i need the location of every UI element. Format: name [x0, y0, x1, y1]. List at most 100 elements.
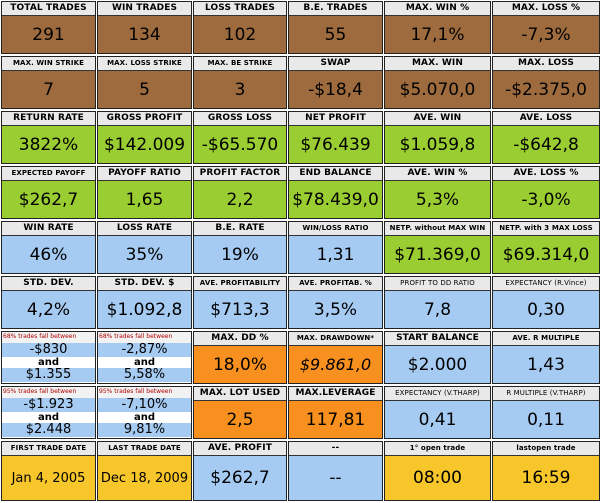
- r-multiple-tharp-label: R MULTIPLE (V.THARP): [493, 387, 599, 401]
- ave-profitab-pct-value: 3,5%: [313, 299, 358, 320]
- max-win-pct-label: MAX. WIN %: [385, 2, 490, 16]
- first-open-trade-value: 08:00: [413, 468, 462, 488]
- profit-factor-cell: PROFIT FACTOR 2,2: [193, 166, 287, 219]
- range-95-pct-low: -7,10%: [98, 398, 191, 412]
- netp-with-3-max-loss-cell: NETP. with 3 MAX LOSS $69.314,0: [492, 221, 600, 274]
- last-trade-date-cell: LAST TRADE DATE Dec 18, 2009: [97, 441, 192, 501]
- win-trades-cell: WIN TRADES 134: [97, 1, 192, 54]
- max-win-strike-value: 7: [43, 79, 54, 100]
- range-68-pct-low: -2,87%: [98, 343, 191, 357]
- win-rate-cell: WIN RATE 46%: [1, 221, 96, 274]
- profit-factor-label: PROFIT FACTOR: [194, 167, 286, 181]
- ave-loss-pct-cell: AVE. LOSS % -3,0%: [492, 166, 600, 219]
- loss-trades-cell: LOSS TRADES 102: [193, 1, 287, 54]
- max-win-label: MAX. WIN: [385, 57, 490, 71]
- max-lot-used-label: MAX. LOT USED: [194, 387, 286, 401]
- start-balance-cell: START BALANCE $2.000: [384, 331, 491, 384]
- expectancy-vince-cell: EXPECTANCY (R.Vince) 0,30: [492, 276, 600, 329]
- loss-trades-value: 102: [223, 24, 257, 45]
- ave-r-multiple-value: 1,43: [527, 354, 565, 375]
- netp-without-max-win-cell: NETP. without MAX WIN $71.369,0: [384, 221, 491, 274]
- win-trades-value: 134: [128, 24, 161, 45]
- profit-to-dd-ratio-label: PROFIT TO DD RATIO: [385, 277, 490, 291]
- max-loss-strike-value: 5: [139, 79, 150, 100]
- range-68-pct-cell: 68% trades fall between -2,87% and 5,58%: [97, 331, 192, 384]
- max-drawdown-cell: MAX. DRAWDOWN* $9.861,0: [288, 331, 383, 384]
- ave-profit-value: $262,7: [210, 468, 270, 488]
- netp-without-max-win-label: NETP. without MAX WIN: [385, 222, 490, 236]
- win-loss-ratio-label: WIN/LOSS RATIO: [289, 222, 382, 236]
- last-open-trade-value: 16:59: [521, 468, 571, 488]
- payoff-ratio-cell: PAYOFF RATIO 1,65: [97, 166, 192, 219]
- max-win-strike-label: MAX. WIN STRIKE: [2, 57, 95, 71]
- ave-win-pct-label: AVE. WIN %: [385, 167, 490, 181]
- netp-with-3-max-loss-value: $69.314,0: [502, 244, 590, 265]
- range-68-pct-high: 5,58%: [98, 368, 191, 382]
- gross-profit-label: GROSS PROFIT: [98, 112, 191, 126]
- ave-loss-value: -$642,8: [513, 134, 579, 155]
- range-95-pct-high: 9,81%: [98, 423, 191, 437]
- start-balance-label: START BALANCE: [385, 332, 490, 346]
- range-95-dollar-caption: 95% trades fall between: [2, 387, 95, 398]
- max-loss-value: -$2.375,0: [505, 79, 587, 100]
- ave-win-pct-cell: AVE. WIN % 5,3%: [384, 166, 491, 219]
- be-trades-cell: B.E. TRADES 55: [288, 1, 383, 54]
- range-95-pct-cell: 95% trades fall between -7,10% and 9,81%: [97, 386, 192, 439]
- end-balance-value: $78.439,0: [292, 189, 379, 210]
- win-rate-label: WIN RATE: [2, 222, 95, 236]
- max-lot-used-value: 2,5: [226, 409, 254, 430]
- profit-to-dd-ratio-cell: PROFIT TO DD RATIO 7,8: [384, 276, 491, 329]
- win-loss-ratio-value: 1,31: [316, 244, 355, 265]
- range-68-pct-and: and: [98, 357, 191, 368]
- start-balance-value: $2.000: [407, 354, 468, 375]
- ave-win-cell: AVE. WIN $1.059,8: [384, 111, 491, 164]
- max-win-value: $5.070,0: [399, 79, 476, 100]
- win-trades-label: WIN TRADES: [98, 2, 191, 16]
- max-win-pct-value: 17,1%: [410, 24, 465, 45]
- total-trades-label: TOTAL TRADES: [2, 2, 95, 16]
- end-balance-cell: END BALANCE $78.439,0: [288, 166, 383, 219]
- total-trades-value: 291: [32, 24, 65, 45]
- range-68-dollar-cell: 68% trades fall between -$830 and $1.355: [1, 331, 96, 384]
- profit-to-dd-ratio-value: 7,8: [423, 299, 452, 320]
- return-rate-value: 3822%: [18, 134, 79, 155]
- std-dev-dollar-value: $1.092,8: [106, 299, 183, 320]
- last-trade-date-label: LAST TRADE DATE: [98, 442, 191, 456]
- last-open-trade-label: lastopen trade: [493, 442, 599, 456]
- swap-value: -$18,4: [308, 79, 363, 100]
- gross-loss-value: -$65.570: [201, 134, 279, 155]
- range-95-dollar-low: -$1.923: [2, 398, 95, 412]
- range-68-dollar-high: $1.355: [2, 368, 95, 382]
- max-loss-strike-cell: MAX. LOSS STRIKE 5: [97, 56, 192, 109]
- last-trade-date-value: Dec 18, 2009: [100, 470, 189, 486]
- end-balance-label: END BALANCE: [289, 167, 382, 181]
- max-leverage-value: 117,81: [305, 409, 366, 430]
- gross-loss-cell: GROSS LOSS -$65.570: [193, 111, 287, 164]
- net-profit-value: $76.439: [300, 134, 371, 155]
- max-loss-pct-value: -7,3%: [521, 24, 571, 45]
- max-be-strike-cell: MAX. BE STRIKE 3: [193, 56, 287, 109]
- max-loss-strike-label: MAX. LOSS STRIKE: [98, 57, 191, 71]
- empty-metric-value: --: [329, 468, 342, 488]
- swap-cell: SWAP -$18,4: [288, 56, 383, 109]
- be-rate-cell: B.E. RATE 19%: [193, 221, 287, 274]
- loss-rate-cell: LOSS RATE 35%: [97, 221, 192, 274]
- expectancy-tharp-label: EXPECTANCY (V.THARP): [385, 387, 490, 401]
- payoff-ratio-value: 1,65: [125, 189, 164, 210]
- range-68-dollar-and: and: [2, 357, 95, 368]
- gross-loss-label: GROSS LOSS: [194, 112, 286, 126]
- profit-factor-value: 2,2: [226, 189, 254, 210]
- max-be-strike-label: MAX. BE STRIKE: [194, 57, 286, 71]
- netp-without-max-win-value: $71.369,0: [394, 244, 481, 265]
- return-rate-label: RETURN RATE: [2, 112, 95, 126]
- max-loss-label: MAX. LOSS: [493, 57, 599, 71]
- expectancy-tharp-cell: EXPECTANCY (V.THARP) 0,41: [384, 386, 491, 439]
- range-95-dollar-and: and: [2, 412, 95, 423]
- ave-loss-cell: AVE. LOSS -$642,8: [492, 111, 600, 164]
- max-be-strike-value: 3: [234, 79, 246, 100]
- max-dd-pct-value: 18,0%: [212, 354, 267, 375]
- ave-win-pct-value: 5,3%: [415, 189, 460, 210]
- net-profit-cell: NET PROFIT $76.439: [288, 111, 383, 164]
- ave-profitab-pct-label: AVE. PROFITAB. %: [289, 277, 382, 291]
- first-trade-date-value: Jan 4, 2005: [11, 470, 86, 486]
